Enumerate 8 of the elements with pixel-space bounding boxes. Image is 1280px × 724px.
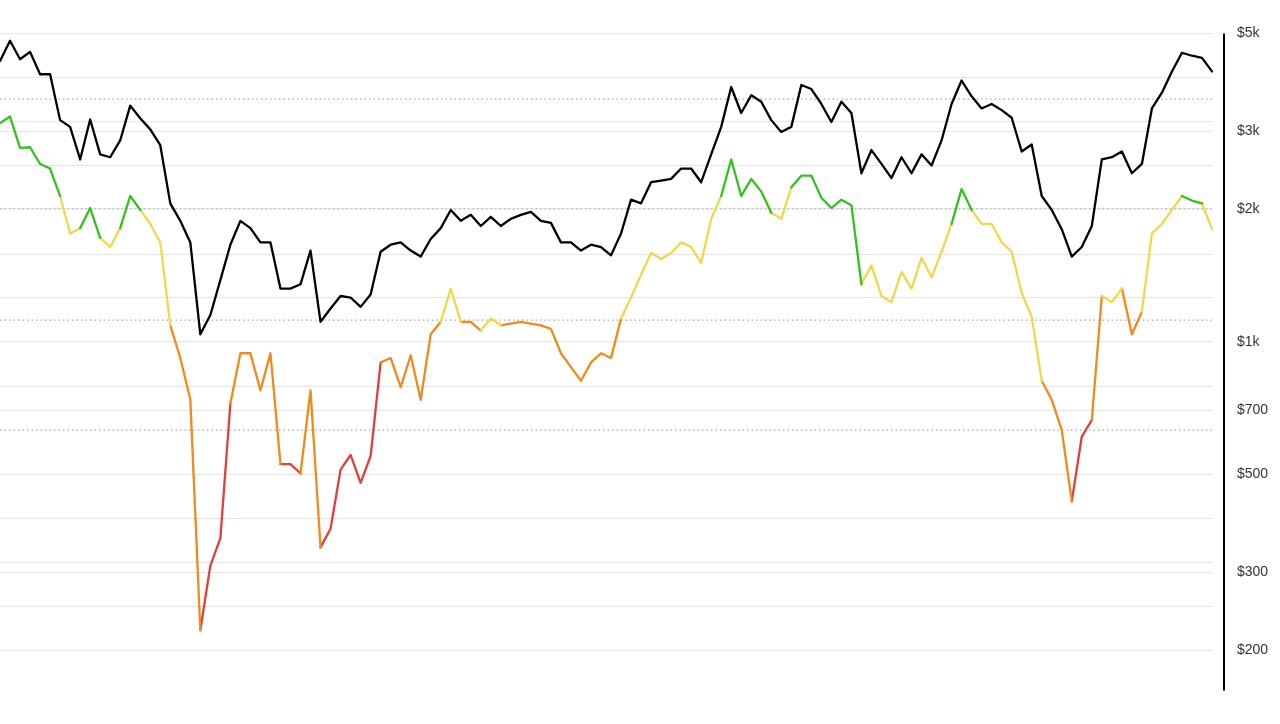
y-tick-label: $300: [1237, 563, 1269, 580]
y-tick-label: $1k: [1237, 332, 1261, 349]
y-tick-label: $200: [1237, 641, 1269, 658]
y-tick-label: $700: [1237, 401, 1269, 418]
y-tick-label: $2k: [1237, 199, 1261, 216]
y-tick-label: $3k: [1237, 122, 1261, 139]
y-tick-label: $5k: [1237, 24, 1261, 41]
y-tick-label: $500: [1237, 465, 1269, 482]
